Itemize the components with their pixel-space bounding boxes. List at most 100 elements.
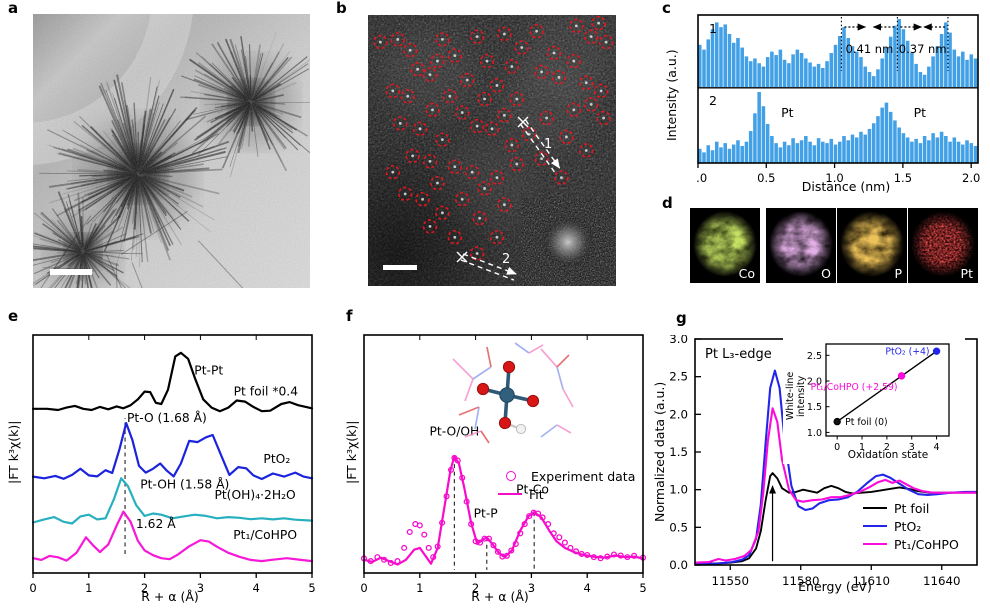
svg-text:5: 5 xyxy=(308,581,315,595)
molecular-structure-inset xyxy=(452,342,574,444)
f-legend-experiment-label: Experiment data xyxy=(531,468,636,484)
g-legend-pto2: PtO₂ xyxy=(863,517,959,535)
panel-g: Normalized data (a.u.) 11550 11580 11610 11… xyxy=(652,305,990,609)
g-edge-label: Pt L₃-edge xyxy=(705,347,772,362)
svg-text:1.62 Å: 1.62 Å xyxy=(136,516,176,531)
scale-bar-a xyxy=(50,269,92,275)
panel-label-b: b xyxy=(336,0,347,17)
svg-text:1.0: 1.0 xyxy=(825,171,843,185)
svg-text:2.0: 2.0 xyxy=(962,171,980,185)
f-x-axis-label: R + α (Å) xyxy=(471,589,529,604)
g-legend-ptfoil: Pt foil xyxy=(863,499,959,517)
eds-map-co: Co xyxy=(690,208,760,283)
pt1cohpo-swatch xyxy=(863,543,887,545)
e-y-axis-label: |FT k³χ(k)| xyxy=(6,420,21,484)
g-legend: Pt foil PtO₂ Pt₁/CoHPO xyxy=(863,499,959,553)
panel-e: |FT k³χ(k)| 0 1 2 3 4 5 Pt-Pt Pt foil *0.4 Pt-O … xyxy=(0,305,340,609)
svg-text:0.0: 0.0 xyxy=(669,558,688,572)
svg-text:4: 4 xyxy=(934,442,940,450)
e-x-axis-label: R + α (Å) xyxy=(141,589,199,604)
svg-text:Pt: Pt xyxy=(781,105,794,120)
svg-text:2: 2 xyxy=(884,442,890,450)
panel-label-d: d xyxy=(662,194,673,212)
svg-text:Pt-O (1.68 Å): Pt-O (1.68 Å) xyxy=(127,410,207,425)
svg-text:1: 1 xyxy=(709,21,717,36)
svg-text:1.5: 1.5 xyxy=(669,445,688,459)
svg-text:0.41 nm: 0.41 nm xyxy=(846,42,894,56)
svg-text:1: 1 xyxy=(544,137,552,152)
whiteline-inset-chart: 0 1 2 3 4 1.0 1.5 2.0 2.5 Pt foil (0) Pt₁/CoHPO (+… xyxy=(807,343,950,450)
svg-text:4: 4 xyxy=(253,581,260,595)
eds-map-pt-label: Pt xyxy=(960,266,973,281)
inset-x-axis-label: Oxidation state xyxy=(847,449,929,461)
f-legend-experiment: Experiment data xyxy=(498,467,635,485)
panel-f: |FT k³χ(k)| 0 1 2 3 4 5 Pt-O/OH Pt-P Pt-Co Exper… xyxy=(340,305,660,609)
experiment-marker-swatch xyxy=(506,471,516,481)
svg-text:2: 2 xyxy=(709,93,717,108)
xanes-chart: 11550 11580 11610 11640 0.0 0.5 1.0 1.5 2.0 2.5 3.… xyxy=(669,335,978,588)
panel-c: Intensity (a.u.) 0.41 nm 0.37 nm 1 2 Pt Pt 0.0… xyxy=(660,0,990,196)
svg-text:Pt-OH (1.58 Å): Pt-OH (1.58 Å) xyxy=(140,477,229,492)
c-x-axis-label: Distance (nm) xyxy=(801,179,891,194)
svg-text:Pt-O/OH: Pt-O/OH xyxy=(430,424,480,438)
svg-text:Pt(OH)₄·2H₂O: Pt(OH)₄·2H₂O xyxy=(214,488,295,502)
svg-text:Pt₁/CoHPO (+2.59): Pt₁/CoHPO (+2.59) xyxy=(811,382,898,393)
svg-text:1: 1 xyxy=(416,581,423,595)
f-legend: Experiment data Fit xyxy=(498,467,635,503)
svg-text:2.0: 2.0 xyxy=(807,377,822,388)
pto2-swatch xyxy=(863,525,887,527)
svg-text:1.5: 1.5 xyxy=(894,171,912,185)
svg-text:0: 0 xyxy=(361,581,368,595)
g-legend-ptfoil-label: Pt foil xyxy=(894,500,930,516)
svg-text:11580: 11580 xyxy=(782,574,820,588)
panel-d: Co O P Pt xyxy=(660,195,990,305)
scale-bar-b xyxy=(383,265,417,270)
svg-text:11640: 11640 xyxy=(923,574,961,588)
svg-text:0.5: 0.5 xyxy=(757,171,775,185)
svg-text:2.5: 2.5 xyxy=(807,351,822,362)
svg-text:2.0: 2.0 xyxy=(669,407,688,421)
svg-text:PtO₂: PtO₂ xyxy=(263,452,290,466)
eds-map-o-label: O xyxy=(821,266,831,281)
fit-line-swatch xyxy=(498,493,522,495)
svg-text:Pt₁/CoHPO: Pt₁/CoHPO xyxy=(233,528,297,542)
svg-text:0: 0 xyxy=(30,581,37,595)
svg-text:Pt foil *0.4: Pt foil *0.4 xyxy=(234,385,299,399)
eds-map-p: P xyxy=(837,208,907,283)
svg-text:3: 3 xyxy=(528,581,535,595)
svg-text:3: 3 xyxy=(909,442,915,450)
inset-y-axis-label: White-line intensity xyxy=(785,371,807,421)
tem-image xyxy=(33,14,310,288)
svg-text:3: 3 xyxy=(197,581,204,595)
panel-label-e: e xyxy=(8,307,19,325)
svg-text:1.0: 1.0 xyxy=(669,483,688,497)
svg-text:11550: 11550 xyxy=(711,574,749,588)
intensity-profile-chart: 0.41 nm 0.37 nm 1 2 Pt Pt 0.0 0.5 1.0 1.5 2.0 xyxy=(696,14,980,185)
f-legend-fit-label: Fit xyxy=(529,486,544,502)
eds-map-p-label: P xyxy=(894,266,902,281)
tem-graphic xyxy=(33,14,310,288)
pt-foil-swatch xyxy=(863,507,887,509)
svg-text:Pt-Pt: Pt-Pt xyxy=(194,363,223,377)
g-x-axis-label: Energy (eV) xyxy=(798,579,872,594)
svg-text:0: 0 xyxy=(834,442,840,450)
exafs-fit-chart: 0 1 2 3 4 5 Pt-O/OH Pt-P Pt-Co xyxy=(361,334,647,595)
svg-text:Pt: Pt xyxy=(914,105,927,120)
svg-text:0.5: 0.5 xyxy=(669,520,688,534)
panel-label-a: a xyxy=(8,0,19,17)
svg-text:11610: 11610 xyxy=(852,574,890,588)
g-inset: 0 1 2 3 4 1.0 1.5 2.0 2.5 Pt foil (0) Pt₁/CoHPO (+… xyxy=(783,338,965,464)
svg-text:1: 1 xyxy=(85,581,92,595)
svg-text:5: 5 xyxy=(639,581,646,595)
panel-label-c: c xyxy=(662,0,671,17)
svg-text:Pt foil (0): Pt foil (0) xyxy=(845,417,887,428)
f-legend-fit: Fit xyxy=(498,485,635,503)
svg-text:0.0: 0.0 xyxy=(696,171,707,185)
svg-text:2.5: 2.5 xyxy=(669,370,688,384)
svg-text:Pt-Co: Pt-Co xyxy=(516,483,549,497)
svg-text:1: 1 xyxy=(859,442,865,450)
g-legend-pt1cohpo-label: Pt₁/CoHPO xyxy=(894,536,959,552)
exafs-reference-chart: 0 1 2 3 4 5 Pt-Pt Pt foil *0.4 Pt-O (1.68 Å) PtO₂… xyxy=(30,334,316,595)
